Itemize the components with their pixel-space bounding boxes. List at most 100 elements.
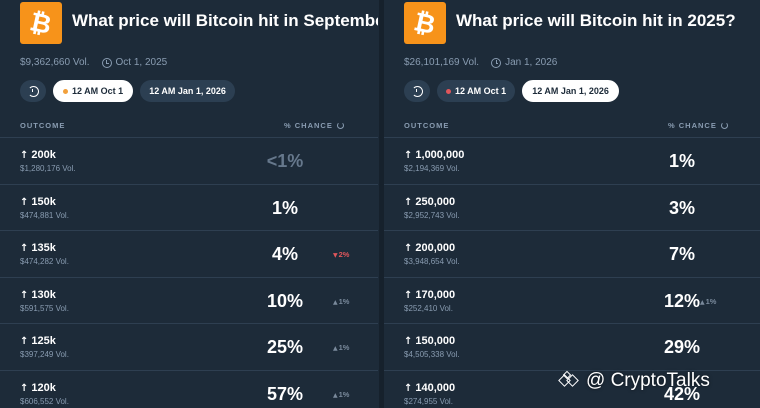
chance-change-up: ▲1% xyxy=(700,296,717,306)
history-icon xyxy=(27,85,39,97)
date-selector: 12 AM Oct 1 12 AM Jan 1, 2026 xyxy=(20,80,235,102)
watermark-text: @ CryptoTalks xyxy=(586,370,710,391)
outcome-chance: 25% xyxy=(266,337,304,357)
outcome-volume: $397,249 Vol. xyxy=(20,350,69,359)
outcome-volume: $474,282 Vol. xyxy=(20,257,69,266)
market-end-date: Oct 1, 2025 xyxy=(101,57,167,68)
outcome-label: 200k xyxy=(31,149,56,161)
chance-change-up: ▲1% xyxy=(333,389,350,399)
triangle-up-icon: ▲ xyxy=(700,298,705,306)
panel-divider xyxy=(379,0,384,408)
date-pill-jan-1-2026[interactable]: 12 AM Jan 1, 2026 xyxy=(140,80,235,102)
outcome-row[interactable]: ↑ 150,000 $4,505,338 Vol. 29% xyxy=(384,323,760,370)
outcome-chance: 42% xyxy=(663,383,701,404)
history-button[interactable] xyxy=(20,80,46,102)
arrow-up-icon: ↑ xyxy=(404,382,413,394)
watermark: @ CryptoTalks xyxy=(558,370,710,392)
outcome-row[interactable]: ↑ 1,000,000 $2,194,369 Vol. 1% xyxy=(384,137,760,184)
bitcoin-logo-icon: ₿ xyxy=(404,2,446,44)
outcome-volume: $474,881 Vol. xyxy=(20,210,69,220)
outcome-row[interactable]: ↑ 135k $474,282 Vol. 4% ▼2% xyxy=(0,230,378,277)
outcome-label: 125k xyxy=(31,335,56,347)
arrow-up-icon: ↑ xyxy=(20,382,29,394)
outcome-row[interactable]: ↑ 250,000 $2,952,743 Vol. 3% xyxy=(384,183,760,231)
chance-change-up: ▲1% xyxy=(333,296,350,306)
arrow-up-icon: ↑ xyxy=(20,150,29,161)
outcome-chance: 7% xyxy=(668,244,695,264)
arrow-up-icon: ↑ xyxy=(404,243,413,254)
outcome-chance: 3% xyxy=(668,197,695,218)
market-meta: $9,362,660 Vol. Oct 1, 2025 xyxy=(20,57,167,68)
triangle-up-icon: ▲ xyxy=(333,345,338,352)
clock-icon xyxy=(101,57,112,68)
chance-column-header[interactable]: % CHANCE xyxy=(668,121,728,130)
outcome-volume: $4,505,338 Vol. xyxy=(404,350,460,359)
live-dot-icon xyxy=(63,88,68,94)
clock-icon xyxy=(491,57,502,68)
refresh-icon[interactable] xyxy=(720,122,728,129)
history-button[interactable] xyxy=(404,80,430,102)
outcome-volume: $1,280,176 Vol. xyxy=(20,164,76,173)
bitcoin-logo-icon: ₿ xyxy=(20,2,62,44)
outcome-volume: $2,952,743 Vol. xyxy=(404,210,460,220)
outcome-row[interactable]: ↑ 200k $1,280,176 Vol. <1% xyxy=(0,137,378,184)
market-title[interactable]: What price will Bitcoin hit in September… xyxy=(72,11,378,30)
arrow-up-icon: ↑ xyxy=(20,336,29,347)
date-selector: 12 AM Oct 1 12 AM Jan 1, 2026 xyxy=(404,80,619,102)
chance-change-down: ▼2% xyxy=(333,250,350,259)
outcome-row[interactable]: ↑ 130k $591,575 Vol. 10% ▲1% xyxy=(0,276,378,324)
outcome-row[interactable]: ↑ 200,000 $3,948,654 Vol. 7% xyxy=(384,230,760,277)
outcome-chance: <1% xyxy=(266,151,304,171)
arrow-up-icon: ↑ xyxy=(404,289,413,301)
outcome-chance: 29% xyxy=(663,337,701,357)
market-panel-september: ₿ What price will Bitcoin hit in Septemb… xyxy=(0,0,378,408)
outcome-volume: $591,575 Vol. xyxy=(20,303,69,313)
arrow-up-icon: ↑ xyxy=(20,196,29,208)
market-volume: $9,362,660 Vol. xyxy=(20,57,90,68)
outcome-row[interactable]: ↑ 140,000 $274,955 Vol. 42% xyxy=(384,369,760,408)
outcome-column-header: OUTCOME xyxy=(404,121,450,130)
outcome-chance: 4% xyxy=(271,244,298,264)
arrow-up-icon: ↑ xyxy=(20,289,29,301)
refresh-icon[interactable] xyxy=(336,122,344,129)
market-volume: $26,101,169 Vol. xyxy=(404,57,480,68)
outcome-label: 120k xyxy=(31,381,56,394)
outcome-label: 150,000 xyxy=(415,335,456,347)
live-dot-icon xyxy=(446,88,451,94)
outcome-chance: 1% xyxy=(271,197,298,218)
outcome-label: 150k xyxy=(31,195,56,208)
outcome-column-header: OUTCOME xyxy=(20,121,66,130)
outcome-chance: 57% xyxy=(266,383,304,404)
outcome-label: 130k xyxy=(31,288,56,301)
market-meta: $26,101,169 Vol. Jan 1, 2026 xyxy=(404,57,557,68)
outcome-label: 1,000,000 xyxy=(415,149,465,161)
outcome-chance: 1% xyxy=(668,151,695,171)
outcome-volume: $3,948,654 Vol. xyxy=(404,257,460,266)
market-title[interactable]: What price will Bitcoin hit in 2025? xyxy=(456,11,736,30)
outcome-volume: $2,194,369 Vol. xyxy=(404,164,460,173)
chance-column-header[interactable]: % CHANCE xyxy=(284,121,344,130)
triangle-down-icon: ▼ xyxy=(333,252,338,259)
outcome-label: 170,000 xyxy=(415,288,456,301)
arrow-up-icon: ↑ xyxy=(404,336,413,347)
outcome-chance: 12% xyxy=(663,290,701,311)
outcome-row[interactable]: ↑ 170,000 $252,410 Vol. 12% ▲1% xyxy=(384,276,760,324)
arrow-up-icon: ↑ xyxy=(404,196,413,208)
arrow-up-icon: ↑ xyxy=(20,243,29,254)
date-pill-oct-1[interactable]: 12 AM Oct 1 xyxy=(437,80,516,102)
date-pill-oct-1[interactable]: 12 AM Oct 1 xyxy=(53,80,134,102)
triangle-up-icon: ▲ xyxy=(333,391,338,399)
outcome-row[interactable]: ↑ 150k $474,881 Vol. 1% xyxy=(0,183,378,231)
diamond-logo-icon xyxy=(558,370,580,392)
outcome-row[interactable]: ↑ 125k $397,249 Vol. 25% ▲1% xyxy=(0,323,378,370)
date-pill-jan-1-2026[interactable]: 12 AM Jan 1, 2026 xyxy=(522,80,619,102)
chance-change-up: ▲1% xyxy=(333,343,350,352)
outcome-label: 250,000 xyxy=(415,195,456,208)
outcomes-list: ↑ 1,000,000 $2,194,369 Vol. 1% ↑ 250,000 $… xyxy=(384,137,760,408)
market-panel-2025: ₿ What price will Bitcoin hit in 2025? $… xyxy=(384,0,760,408)
market-end-date: Jan 1, 2026 xyxy=(491,57,557,68)
outcome-label: 200,000 xyxy=(415,242,456,254)
outcome-row[interactable]: ↑ 120k $606,552 Vol. 57% ▲1% xyxy=(0,369,378,408)
outcome-volume: $252,410 Vol. xyxy=(404,303,453,313)
outcomes-list: ↑ 200k $1,280,176 Vol. <1% ↑ 150k $474,881… xyxy=(0,137,378,408)
